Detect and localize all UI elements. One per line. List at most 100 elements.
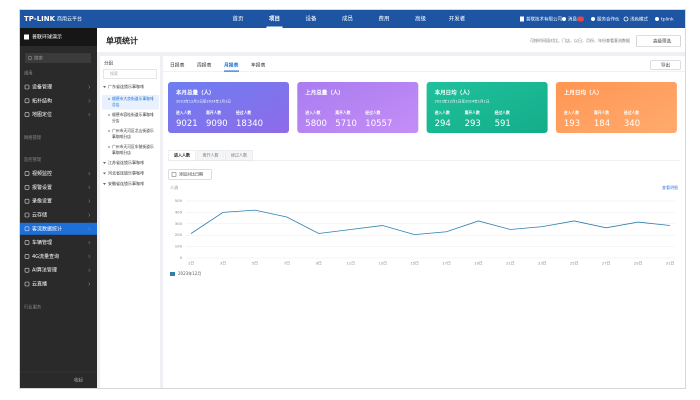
x-tick-label: 13日 [378, 261, 387, 266]
nav-item[interactable]: 项目 [269, 15, 280, 23]
chart-tab-label[interactable]: 进入人数 [174, 152, 190, 158]
tree-group[interactable]: 江苏省连锁乐事咖啡 [108, 159, 144, 165]
chart-tab[interactable] [168, 150, 196, 161]
company[interactable]: 普联技术有限公司 [526, 16, 562, 23]
card-period: 2023年12月1日至2024年1月1日 [435, 99, 490, 104]
theme[interactable]: 浅色模式 [630, 16, 648, 23]
nav-item[interactable]: 成员 [342, 15, 354, 23]
x-tick-label: 25日 [570, 261, 579, 266]
top-bar [20, 10, 685, 28]
chart-tab-label[interactable]: 离开人数 [203, 152, 219, 158]
tree-node[interactable]: 广州市天河区车陂街道乐事咖啡分店 [112, 144, 154, 155]
tree-selected [102, 95, 159, 110]
metric-label: 离开人数 [594, 110, 609, 115]
tree-dot [108, 114, 110, 116]
add-compare-label[interactable]: 添加对比日期 [179, 171, 203, 177]
user[interactable]: tplink [661, 17, 674, 23]
sidebar-active-item [20, 222, 97, 235]
metric-value: 193 [564, 119, 580, 129]
page-title: 单项统计 [106, 36, 138, 46]
tree-dot [108, 130, 110, 132]
filter-button[interactable] [636, 35, 681, 47]
sidebar-item-icon [24, 226, 30, 232]
sidebar [20, 46, 97, 388]
sidebar-item-icon [24, 267, 30, 273]
tree-node[interactable]: 顺德市容桂街道乐事咖啡分店 [112, 112, 154, 123]
x-tick-label: 7日 [284, 261, 290, 266]
sidebar-chevron [88, 199, 91, 203]
metric-value: 294 [435, 119, 451, 129]
add-compare-button[interactable] [168, 169, 212, 180]
report-tab[interactable]: 日报表 [170, 62, 185, 69]
sidebar-chevron [88, 171, 91, 176]
sidebar-item[interactable]: 车辆管理 [32, 239, 52, 246]
filter-button-label[interactable]: 高级筛选 [653, 38, 671, 45]
search-icon [27, 55, 33, 61]
nav-item[interactable]: 费用 [378, 15, 389, 23]
chart-tab-label[interactable]: 经过人数 [231, 152, 247, 158]
nav-item[interactable]: 高级 [415, 15, 427, 23]
sidebar-chevron [88, 268, 91, 272]
tree-search[interactable] [103, 69, 157, 79]
sidebar-chevron [88, 213, 91, 217]
messages[interactable]: 消息 [568, 16, 577, 23]
tree-node[interactable]: 顺德市大良街道乐事咖啡总店 [112, 96, 154, 107]
partner[interactable]: 服务合作伙 [597, 16, 620, 23]
platform-name: 商用云平台 [57, 16, 82, 23]
sidebar-chevron [88, 254, 91, 259]
report-tab[interactable]: 年报表 [251, 62, 266, 69]
tree-group[interactable]: 安徽省连锁乐事咖啡 [108, 180, 144, 186]
report-tab[interactable]: 周报表 [197, 62, 212, 69]
sidebar-chevron [88, 282, 91, 286]
x-tick-label: 29日 [634, 261, 643, 266]
tree-caret [103, 172, 106, 175]
metric-value: 293 [465, 119, 481, 129]
sidebar-item-icon [24, 254, 30, 259]
page-hint: 可按时间段对比、门店、以日、月份、年份查看客流数据 [530, 37, 630, 43]
collapse[interactable]: 收起 [74, 377, 83, 384]
nav-item[interactable]: 设备 [305, 15, 317, 23]
chart-tab[interactable] [225, 150, 253, 161]
export-label[interactable]: 导出 [661, 62, 670, 69]
sidebar-item[interactable]: 云直播 [32, 281, 47, 288]
sidebar-item[interactable]: 客流数据统计 [32, 225, 62, 232]
org-name[interactable]: 普联环球演示 [32, 34, 62, 41]
sidebar-item[interactable]: 录像设置 [32, 198, 52, 205]
theme-icon [623, 16, 629, 22]
chart-tab[interactable] [196, 150, 225, 161]
stat-card [168, 82, 289, 133]
x-tick-label: 23日 [538, 261, 547, 266]
x-tick-label: 19日 [474, 261, 483, 266]
nav-item[interactable]: 首页 [232, 15, 244, 23]
sidebar-item[interactable]: 云存储 [32, 212, 47, 219]
sidebar-item[interactable]: AI算法管理 [32, 267, 57, 274]
tree-node[interactable]: 广州市天河区北山街道乐事咖啡分店 [112, 128, 154, 139]
tree-group[interactable]: 河北省连锁乐事咖啡 [108, 170, 144, 176]
sidebar-search[interactable] [25, 53, 91, 63]
sidebar-section-title: 通用 [24, 70, 33, 77]
sidebar-item[interactable]: 4G流量查询 [32, 253, 59, 260]
sidebar-item[interactable]: 地图定位 [32, 111, 52, 118]
title-bar [97, 28, 685, 52]
detail-link[interactable]: 查看明细 [662, 184, 678, 190]
sidebar-item-icon [24, 185, 30, 190]
nav-item[interactable]: 开发者 [449, 15, 466, 23]
export-button[interactable] [650, 60, 681, 70]
sidebar-item[interactable]: 报警设置 [32, 184, 52, 191]
company-icon [520, 16, 524, 22]
x-tick-label: 11日 [346, 261, 355, 266]
report-tab[interactable]: 月报表 [223, 62, 239, 69]
report-tab-underline [224, 70, 239, 72]
sidebar-item[interactable]: 设备管理 [32, 84, 52, 91]
y-tick-label: 100 [175, 244, 183, 249]
y-tick-label: 300 [175, 221, 183, 226]
tree-group[interactable]: 广东省连锁乐事咖啡 [108, 83, 144, 89]
metric-value: 340 [624, 119, 640, 129]
sidebar-item[interactable]: 拓扑结构 [32, 97, 52, 104]
sidebar-item-icon [24, 240, 30, 245]
sidebar-item[interactable]: 视频监控 [32, 170, 52, 177]
partner-icon [591, 17, 595, 21]
sidebar-chevron [88, 240, 91, 245]
